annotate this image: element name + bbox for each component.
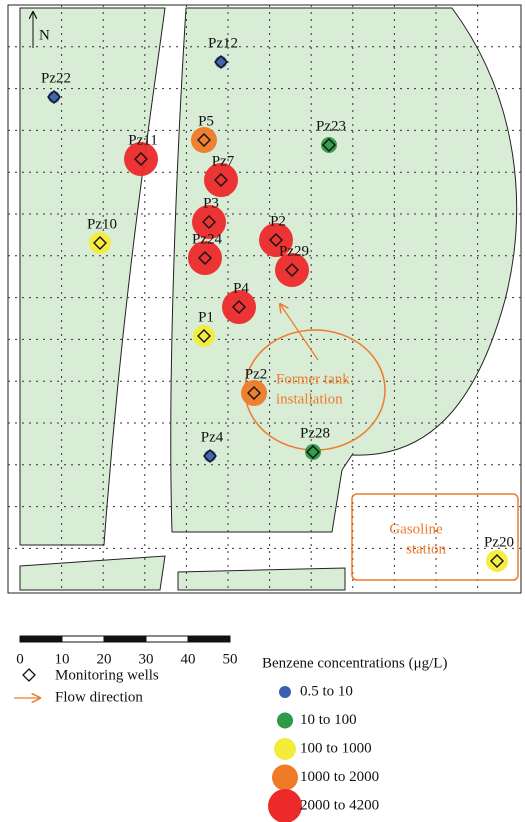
well-label: Pz29	[279, 243, 309, 259]
well-symbol	[490, 554, 504, 568]
north-label: N	[39, 27, 50, 43]
well-label: Pz12	[208, 35, 238, 51]
station-outline	[351, 493, 519, 581]
well-marker	[486, 550, 508, 572]
well-symbol	[214, 55, 228, 69]
well-symbol	[198, 251, 212, 265]
station-label: Gasoline	[389, 521, 443, 537]
well-label: P4	[233, 280, 249, 296]
scale-label: 10	[55, 651, 70, 667]
scale-label: 40	[181, 651, 196, 667]
station-label: station	[406, 541, 446, 557]
well-label: Pz11	[128, 132, 157, 148]
legend-symbol	[274, 738, 296, 760]
legend-well-symbol	[22, 668, 36, 682]
well-label: Pz7	[212, 153, 235, 169]
well-symbol	[202, 215, 216, 229]
legend-symbol	[268, 789, 302, 822]
well-symbol	[134, 152, 148, 166]
scale-segment	[19, 635, 63, 643]
scale-label: 20	[97, 651, 112, 667]
scale-bar: 0 10 20 30 40 50	[16, 635, 238, 667]
well-symbol	[306, 445, 320, 459]
well-symbol	[285, 263, 299, 277]
scale-segment	[103, 635, 147, 643]
well-symbol	[93, 236, 107, 250]
scale-label: 0	[16, 651, 24, 667]
well-label: Pz20	[484, 534, 514, 550]
well-label: Pz22	[41, 70, 71, 86]
well-marker	[241, 380, 267, 406]
well-marker	[204, 450, 216, 462]
well-symbol	[247, 386, 261, 400]
tank-label: installation	[276, 391, 343, 407]
well-symbol	[197, 329, 211, 343]
flow-arrow	[280, 304, 319, 361]
well-label: P5	[198, 113, 214, 129]
well-symbol	[232, 300, 246, 314]
land-area	[19, 555, 166, 591]
legend-label: 10 to 100	[300, 712, 357, 728]
scale-segment	[145, 635, 189, 643]
well-marker	[204, 163, 238, 197]
land	[19, 7, 518, 591]
well-marker	[259, 223, 293, 257]
scale-label: 50	[223, 651, 238, 667]
well-label: Pz2	[245, 366, 268, 382]
legend: 0.5 to 10 10 to 100 100 to 1000 1000 to 200…	[268, 683, 379, 822]
legend-title: Benzene concentrations (μg/L)	[262, 655, 447, 671]
legend-label: 2000 to 4200	[300, 797, 379, 813]
well-label: P3	[203, 195, 219, 211]
well-symbol	[214, 173, 228, 187]
well-label: P2	[270, 213, 286, 229]
well-marker	[275, 253, 309, 287]
legend-label: 0.5 to 10	[300, 683, 353, 699]
legend-label: 1000 to 2000	[300, 769, 379, 785]
well-marker	[215, 56, 227, 68]
well-marker	[191, 127, 217, 153]
well-label: Pz24	[192, 231, 223, 247]
legend-symbol	[277, 712, 293, 729]
well-marker	[222, 290, 256, 324]
well-marker	[89, 232, 111, 254]
land-gap	[352, 474, 518, 590]
wells: Pz12 Pz22 P5 Pz23 Pz11 Pz7 P3 P2 Pz10 Pz24 Pz29 P4 P…	[41, 35, 514, 572]
well-marker	[48, 91, 60, 103]
scale-label: 30	[139, 651, 154, 667]
legend-label: Monitoring wells	[55, 667, 159, 683]
well-label: Pz10	[87, 216, 117, 232]
well-marker	[305, 444, 321, 460]
tank-label: Former tank	[276, 371, 350, 387]
well-marker	[192, 205, 226, 239]
legend-symbol	[272, 764, 298, 791]
land-area	[19, 7, 166, 546]
well-label: P1	[198, 309, 214, 325]
legend-symbol	[279, 686, 291, 698]
legend-label: Flow direction	[55, 689, 143, 705]
well-symbol	[197, 133, 211, 147]
well-marker	[188, 241, 222, 275]
scale-segment	[187, 635, 231, 643]
well-symbol	[47, 90, 61, 104]
well-marker	[321, 137, 337, 153]
well-symbol	[269, 233, 283, 247]
well-label: Pz23	[316, 118, 346, 134]
well-label: Pz4	[201, 429, 224, 445]
land-area	[177, 567, 346, 591]
legend-label: 100 to 1000	[300, 740, 372, 756]
well-label: Pz28	[300, 425, 330, 441]
well-marker	[193, 325, 215, 347]
scale-segment	[61, 635, 105, 643]
grid	[8, 5, 521, 593]
well-symbol	[203, 449, 217, 463]
well-symbol	[322, 138, 336, 152]
well-marker	[124, 142, 158, 176]
